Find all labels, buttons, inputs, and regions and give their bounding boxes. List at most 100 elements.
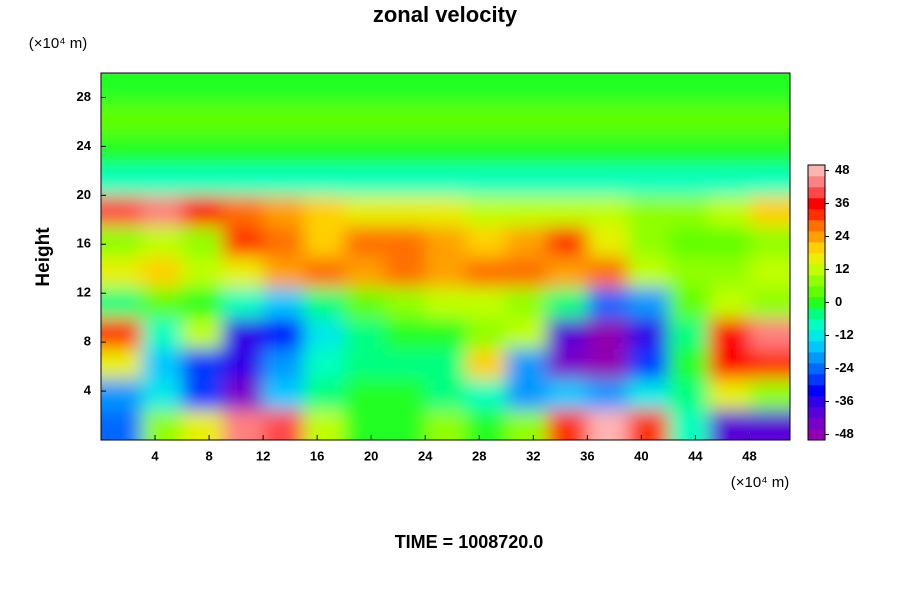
field-cell [708, 317, 750, 349]
field-cell [627, 348, 669, 380]
field-cell [668, 256, 710, 288]
field-cell [141, 317, 183, 349]
field-cell [506, 409, 548, 440]
field-cell [425, 225, 467, 257]
x-tick-label: 48 [742, 448, 756, 463]
plot-frame [100, 72, 791, 441]
field-cell [101, 378, 143, 410]
field-cell [303, 164, 345, 196]
y-tick-label: 4 [84, 383, 92, 398]
colorbar-band [808, 275, 825, 287]
field-cell [465, 378, 507, 410]
field-cell [263, 256, 305, 288]
field-cell [101, 317, 143, 349]
field-cell [587, 287, 629, 319]
field-cell [506, 317, 548, 349]
field-cell [668, 287, 710, 319]
field-cell [749, 164, 790, 196]
field-cell [182, 134, 224, 166]
colorbar-band [808, 407, 825, 419]
field-cell [141, 73, 183, 105]
field-cell [263, 73, 305, 105]
colorbar-band [808, 385, 825, 397]
x-tick-label: 8 [205, 448, 212, 463]
y-tick-label: 24 [77, 138, 92, 153]
field-cell [425, 103, 467, 135]
field-cell [668, 378, 710, 410]
field-cell [101, 134, 143, 166]
field-cell [668, 134, 710, 166]
field-cell [627, 409, 669, 440]
field-cell [101, 256, 143, 288]
y-tick-label: 8 [84, 334, 91, 349]
field-cell [668, 409, 710, 440]
field-cell [141, 409, 183, 440]
field-cell [141, 103, 183, 135]
field-cell [506, 134, 548, 166]
field-cell [141, 348, 183, 380]
colorbar-band [808, 176, 825, 188]
field-cell [425, 195, 467, 227]
colorbar-band [808, 264, 825, 276]
x-tick-label: 12 [256, 448, 270, 463]
field-cell [263, 409, 305, 440]
colorbar-band [808, 341, 825, 353]
field-cell [222, 378, 264, 410]
field-cell [627, 103, 669, 135]
field-cell [465, 195, 507, 227]
field-cell [546, 348, 588, 380]
field-cell [546, 256, 588, 288]
colorbar-band [808, 330, 825, 342]
field-cell [708, 195, 750, 227]
field-cell [222, 225, 264, 257]
field-cell [627, 225, 669, 257]
colorbar-tick-label: 24 [835, 228, 850, 243]
field-cell [222, 103, 264, 135]
field-cell [182, 73, 224, 105]
field-cell [384, 164, 426, 196]
field-cell [384, 409, 426, 440]
field-cell [101, 195, 143, 227]
field-cell [101, 348, 143, 380]
field-cell [263, 103, 305, 135]
field-cell [344, 378, 386, 410]
field-cell [708, 225, 750, 257]
y-tick-label: 20 [77, 187, 91, 202]
field-cell [587, 73, 629, 105]
x-tick-label: 36 [580, 448, 594, 463]
field-cell [668, 225, 710, 257]
y-axis-label: Height [33, 227, 54, 287]
colorbar-band [808, 396, 825, 408]
field-cell [141, 378, 183, 410]
field-cell [303, 134, 345, 166]
field-cell [222, 73, 264, 105]
field-cell [425, 409, 467, 440]
field-cell [749, 409, 790, 440]
x-tick-label: 40 [634, 448, 648, 463]
field-cell [749, 378, 790, 410]
field-cell [465, 256, 507, 288]
y-tick-label: 28 [77, 89, 91, 104]
field-cell [465, 73, 507, 105]
colorbar-tick-label: 12 [835, 261, 849, 276]
field-cell [222, 409, 264, 440]
field-cell [587, 348, 629, 380]
colorbar-tick-label: -12 [835, 327, 854, 342]
x-unit: (×10⁴ m) [731, 474, 790, 491]
field-cell [141, 195, 183, 227]
field-cell [101, 164, 143, 196]
colorbar-band [808, 308, 825, 320]
field-cell [344, 317, 386, 349]
field-cell [263, 348, 305, 380]
colorbar-band [808, 297, 825, 309]
field-cell [668, 317, 710, 349]
field-cell [749, 73, 790, 105]
colorbar-band [808, 220, 825, 232]
footer: TIME = 1008720.0 [395, 532, 544, 552]
field-cell [506, 164, 548, 196]
colorbar-tick-label: 0 [835, 294, 842, 309]
field-cell [506, 287, 548, 319]
field-cell [749, 348, 790, 380]
field-cell [627, 378, 669, 410]
field-cell [708, 73, 750, 105]
